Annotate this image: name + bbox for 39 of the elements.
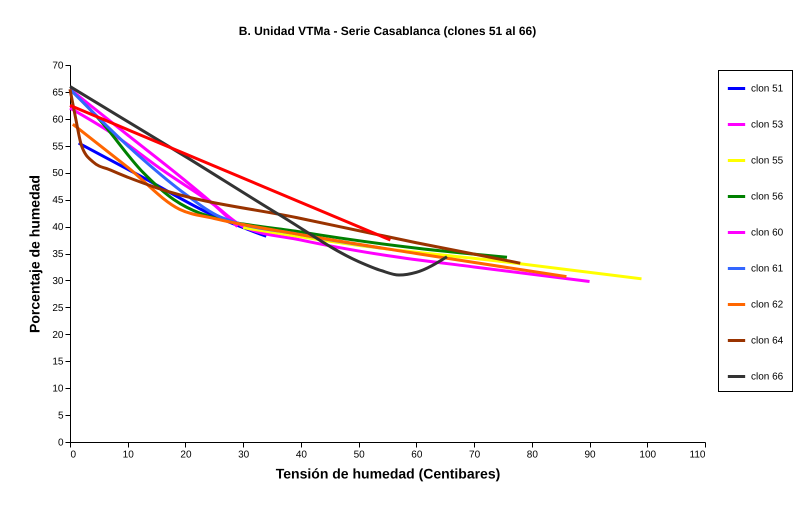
y-tick-label: 45 — [52, 195, 64, 206]
x-tick-label: 110 — [690, 450, 706, 460]
chart-title: B. Unidad VTMa - Serie Casablanca (clones 51 al 66) — [238, 24, 536, 38]
y-tick-label: 65 — [52, 87, 64, 98]
x-tick-label: 80 — [526, 450, 538, 460]
x-tick-label: 20 — [180, 450, 192, 460]
y-tick-label: 5 — [58, 410, 64, 422]
x-tick-label: 70 — [469, 450, 481, 460]
legend-label: clon 56 — [751, 192, 784, 202]
y-tick-label: 60 — [52, 114, 64, 126]
y-tick-label: 10 — [52, 384, 64, 395]
y-axis-title: Porcentaje de humedad — [26, 175, 42, 333]
y-tick-label: 40 — [52, 222, 64, 234]
y-tick-label: 50 — [52, 168, 64, 180]
legend-label: clon 60 — [751, 228, 784, 238]
y-tick-label: 70 — [52, 60, 64, 72]
y-tick-label: 35 — [52, 249, 64, 260]
x-tick-label: 40 — [296, 450, 308, 460]
x-tick-label: 10 — [122, 450, 134, 460]
x-tick-label: 0 — [70, 450, 76, 460]
x-tick-label: 90 — [584, 450, 596, 460]
legend-label: clon 51 — [751, 84, 784, 94]
y-tick-label: 25 — [52, 302, 64, 314]
y-tick-label: 20 — [52, 330, 64, 341]
y-tick-label: 0 — [58, 438, 64, 448]
y-tick-label: 15 — [52, 356, 64, 368]
x-tick-label: 50 — [354, 450, 366, 460]
y-tick-label: 30 — [52, 276, 64, 287]
x-tick-label: 60 — [411, 450, 423, 460]
legend-label: clon 62 — [751, 300, 784, 310]
legend-label: clon 53 — [751, 120, 784, 130]
legend-label: clon 64 — [751, 336, 784, 346]
legend-label: clon 61 — [751, 264, 784, 274]
x-axis-title: Tensión de humedad (Centibares) — [276, 466, 500, 482]
x-tick-label: 100 — [639, 450, 657, 460]
legend-label: clon 55 — [751, 156, 784, 166]
x-tick-label: 30 — [238, 450, 250, 460]
y-tick-label: 55 — [52, 141, 64, 152]
legend-label: clon 66 — [751, 372, 784, 382]
